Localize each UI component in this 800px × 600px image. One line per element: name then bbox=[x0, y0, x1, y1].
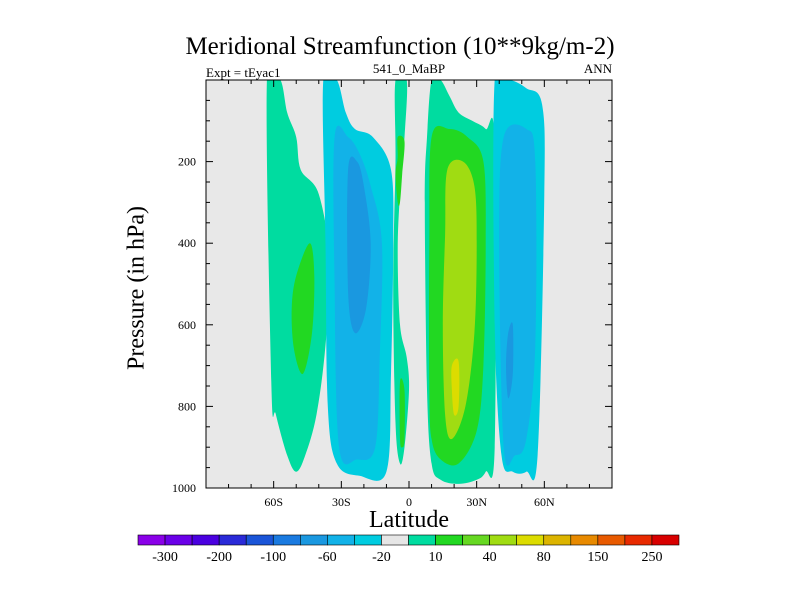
colorbar-label-2: -100 bbox=[260, 550, 286, 565]
colorbar-label-6: 40 bbox=[483, 550, 497, 565]
colorbar-swatch-4 bbox=[245, 534, 274, 546]
colorbar-swatch-7 bbox=[327, 534, 355, 546]
x-tick-label-4: 60N bbox=[534, 495, 555, 509]
contour-region-11 bbox=[451, 358, 460, 416]
chart-title: Meridional Streamfunction (10**9kg/m-2) bbox=[185, 33, 615, 60]
colorbar-label-1: -200 bbox=[206, 550, 232, 565]
contour-region-4 bbox=[347, 156, 371, 334]
x-axis-title: Latitude bbox=[369, 507, 449, 533]
x-tick-label-1: 30S bbox=[332, 495, 351, 509]
colorbar-swatch-19 bbox=[651, 534, 680, 546]
y-tick-label-0: 200 bbox=[178, 155, 196, 169]
colorbar-swatch-8 bbox=[354, 534, 382, 546]
axis-ticks: 60S 30S 0 30N 60N 200 400 600 800 1000 bbox=[172, 80, 612, 509]
colorbar-swatch-0 bbox=[137, 534, 166, 546]
colorbar-swatch-12 bbox=[462, 534, 490, 546]
contour-region-6 bbox=[395, 135, 405, 206]
colorbar-swatch-16 bbox=[570, 534, 599, 546]
y-tick-label-3: 800 bbox=[178, 399, 196, 413]
colorbar-swatch-6 bbox=[299, 534, 328, 546]
x-tick-label-0: 60S bbox=[264, 495, 283, 509]
colorbar-label-3: -60 bbox=[318, 550, 337, 565]
colorbar-swatch-14 bbox=[516, 534, 545, 546]
contour-region-14 bbox=[506, 322, 514, 399]
colorbar-swatch-17 bbox=[597, 534, 626, 546]
contour-layer bbox=[266, 80, 545, 484]
contour-region-1 bbox=[291, 243, 315, 375]
colorbar-label-8: 150 bbox=[587, 550, 608, 565]
y-tick-label-2: 600 bbox=[178, 318, 196, 332]
colorbar-swatch-2 bbox=[191, 534, 220, 546]
colorbar-label-0: -300 bbox=[152, 550, 178, 565]
x-tick-label-3: 30N bbox=[466, 495, 487, 509]
colorbar-label-9: 250 bbox=[641, 550, 662, 565]
colorbar: -300 -200 -100 -60 -20 10 40 80 150 250 bbox=[137, 534, 680, 565]
colorbar-swatch-3 bbox=[218, 534, 247, 546]
colorbar-swatch-10 bbox=[408, 534, 436, 546]
colorbar-swatch-1 bbox=[164, 534, 193, 546]
colorbar-swatch-13 bbox=[489, 534, 517, 546]
colorbar-swatch-15 bbox=[543, 534, 572, 546]
y-tick-label-1: 400 bbox=[178, 236, 196, 250]
x-tick-label-2: 0 bbox=[406, 495, 412, 509]
contour-region-10 bbox=[442, 159, 477, 440]
colorbar-swatch-18 bbox=[624, 534, 653, 546]
colorbar-swatch-9 bbox=[381, 534, 409, 546]
experiment-label: Expt = tEyac1 bbox=[206, 65, 281, 80]
y-tick-label-4: 1000 bbox=[172, 481, 196, 495]
season-label: ANN bbox=[583, 61, 612, 76]
colorbar-swatch-11 bbox=[435, 534, 463, 546]
colorbar-label-4: -20 bbox=[372, 550, 391, 565]
time-label: 541_0_MaBP bbox=[372, 61, 446, 76]
colorbar-swatch-5 bbox=[272, 534, 301, 546]
contour-region-7 bbox=[399, 378, 405, 448]
colorbar-label-5: 10 bbox=[429, 550, 443, 565]
colorbar-label-7: 80 bbox=[537, 550, 551, 565]
